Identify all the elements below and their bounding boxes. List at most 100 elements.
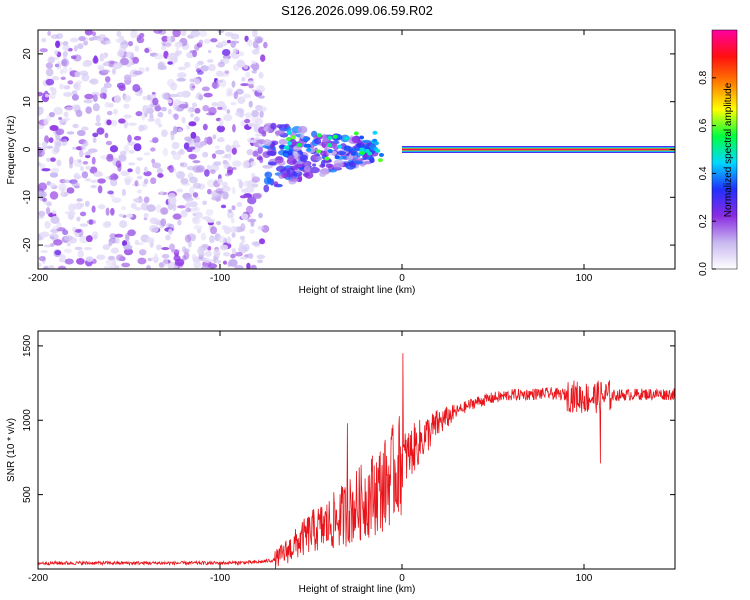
spectrogram-blob [77,159,82,164]
spectrogram-hotspot [353,131,359,136]
spectrogram-blob [236,59,246,68]
colorbar-tick-label: 0.8 [698,70,709,84]
spectrogram-hotspot [344,136,350,141]
spectrogram-blob [226,236,232,245]
spectrogram-blob [101,53,108,59]
spectrogram-blob [260,54,266,62]
spectrogram-blob [313,138,322,145]
spectrogram-blob [51,87,57,95]
spectrogram-blob [221,49,231,56]
spectrogram-blob [112,108,118,115]
spectrogram-blob [97,37,104,42]
spectrogram-blob [258,95,265,99]
spectrogram-blob [251,176,261,183]
spectrogram-blob [217,61,226,68]
spectrogram-blob [335,162,344,168]
spectrogram-blob [161,35,169,42]
spectrogram-blob [58,183,67,192]
spectrogram-blob [118,118,126,124]
spectrogram-blob [45,157,52,162]
spectrogram-blob [156,244,162,251]
spectrogram-blob [102,244,111,251]
spectrogram-blob [47,56,56,64]
spectrogram-blob [71,182,80,187]
spectrogram-blob [154,105,162,112]
spectrogram-blob [224,226,231,235]
spectrogram-blob [258,71,264,79]
spectrogram-blob [85,178,91,182]
spectrogram-blob [146,107,155,115]
spectrogram-blob [226,211,234,219]
spectrogram-blob [217,235,226,243]
spectrogram-blob [176,188,184,193]
spectrogram-blob [191,102,198,108]
spectrogram-blob [59,254,66,263]
spectrogram-blob [47,265,55,269]
spectrogram-blob [163,257,169,267]
spectrogram-blob [215,188,225,194]
spectrogram-blob [184,136,193,142]
spectrogram-ylabel: Frequency (Hz) [6,116,17,185]
spectrogram-blob [219,244,229,251]
spectrogram-blob [213,249,221,258]
spectrogram-blob [160,106,167,112]
spectrogram-blob [249,228,255,234]
spectrogram-blob [281,173,288,179]
spectrogram-blob [352,160,364,165]
spectrogram-blob [48,112,56,118]
spectrogram-blob [240,213,249,220]
spectrogram-blob [85,151,92,155]
spectrogram-blob [69,156,74,165]
spectrogram-hotspot [359,135,365,140]
spectrogram-blob [312,163,317,167]
spectrogram-blob [229,225,238,234]
spectrogram-blob [151,158,156,164]
spectrogram-blob [149,217,158,224]
spectrogram-blob [204,136,210,144]
spectrogram-blob [150,147,156,152]
spectrogram-blob [204,250,212,257]
spectrogram-blob [79,149,84,158]
spectrogram-blob [177,72,187,79]
spectrogram-blob [319,163,326,168]
spectrogram-hotspot [375,148,381,153]
spectrogram-blob [138,249,147,256]
spectrogram-blob [263,184,270,193]
spectrogram-blob [123,114,132,119]
spectrogram-blob [238,180,244,189]
spectrogram-blob [199,30,208,37]
spectrogram-blob [46,202,52,207]
spectrogram-blob [75,109,83,118]
carrier-line-band [402,148,675,151]
spectrogram-blob [216,125,226,133]
spectrogram-blob [177,149,185,156]
spectrogram-blob [97,178,106,184]
spectrogram-blob [134,180,139,187]
spectrogram-blob [76,129,86,137]
spectrogram-blob [73,83,79,89]
spectrogram-blob [150,177,157,185]
colorbar-ticks: 0.0 0.2 0.4 0.6 0.8 [698,70,716,276]
spectrogram-blob [232,124,236,133]
spectrogram-blob [110,179,118,187]
spectrogram-blob [120,57,129,66]
spectrogram-blob [369,158,375,163]
spectrogram-blob [177,205,186,209]
spectrogram-blob [219,118,224,127]
spectrogram-blob [85,165,92,170]
spectrogram-hotspot [359,150,365,155]
spectrogram-hotspot [350,151,356,156]
spectrogram-blob [67,80,74,85]
spectrogram-blob [350,147,360,152]
spectrogram-blob [254,123,259,127]
spectrogram-blob [38,142,42,147]
spectrogram-blob [127,229,136,237]
spectrogram-blob [80,165,84,172]
spectrogram-blob [138,124,145,132]
spectrogram-blob [135,111,143,117]
spectrogram-blob [75,80,83,85]
spectrogram-blob [175,171,180,176]
spectrogram-blob [109,233,117,239]
spectrogram-blob [49,125,59,131]
spectrogram-blob [173,265,179,269]
